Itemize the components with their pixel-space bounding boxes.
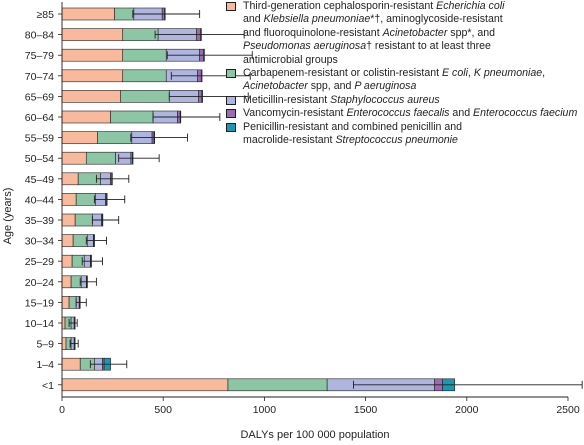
- legend-label: Vancomycin-resistant Enterococcus faecal…: [243, 107, 578, 120]
- y-tick-label: 1–4: [36, 359, 54, 371]
- bar-segment-s2-30-34: [72, 234, 88, 247]
- legend-swatch: [226, 109, 236, 119]
- x-tick-label: 500: [154, 404, 172, 416]
- bar-segment-s2-1: [227, 378, 328, 392]
- y-tick-label: 10–14: [25, 318, 54, 330]
- y-tick-label: <1: [42, 380, 54, 392]
- y-tick-label: 60–64: [25, 112, 54, 124]
- bar-segment-s1-85: [61, 7, 115, 21]
- bar-segment-s2-60-64: [110, 110, 154, 124]
- bar-segment-s1-55-59: [61, 131, 98, 144]
- bar-segment-s2-35-39: [74, 213, 93, 227]
- bar-segment-s1-70-74: [61, 69, 124, 83]
- axes-group: ≥85 80–84 75–79 70–74 65–69 60–64 55–59 50–54 45…: [25, 2, 580, 416]
- legend-swatch: [226, 122, 236, 132]
- bar-segment-s2-50-54: [85, 151, 116, 165]
- y-tick-label: 65–69: [25, 91, 54, 103]
- bar-segment-s1-15-19: [61, 296, 70, 309]
- y-axis-title: Age (years): [2, 188, 14, 245]
- y-tick-label: 50–54: [25, 153, 54, 165]
- x-tick-label: 2000: [455, 404, 479, 416]
- bar-segment-s2-55-59: [97, 131, 133, 144]
- legend-label: Third-generation cephalosporin-resistant…: [243, 0, 505, 66]
- bar-segment-s2-80-84: [122, 28, 159, 41]
- y-tick-label: 25–29: [25, 256, 54, 268]
- bar-segment-s1-10-14: [61, 316, 66, 330]
- y-tick-label: 75–79: [25, 50, 54, 62]
- bar-segment-s1-50-54: [61, 151, 87, 165]
- x-tick-label: 1000: [253, 404, 277, 416]
- bar-segment-s1-40-44: [61, 193, 77, 206]
- bar-segment-s2-40-44: [75, 193, 96, 206]
- bar-segment-s1-75-79: [61, 48, 124, 62]
- bar-segment-s2-15-19: [68, 296, 77, 309]
- legend-label: Carbapenem-resistant or colistin-resista…: [243, 67, 546, 93]
- y-tick-label: 30–34: [25, 236, 54, 248]
- legend-item-5: Penicillin-resistant and combined penici…: [226, 121, 582, 148]
- bar-segment-s1-1: [61, 378, 229, 392]
- bar-segment-s1-20-24: [61, 275, 72, 289]
- bar-segment-s1-45-49: [61, 172, 79, 186]
- y-tick-label: 15–19: [25, 297, 54, 309]
- y-tick-label: 40–44: [25, 194, 54, 206]
- bar-segment-s1-30-34: [61, 234, 74, 247]
- bar-segment-s2-20-24: [70, 275, 82, 289]
- bar-segment-s1-1-4: [61, 357, 81, 371]
- y-tick-label: 70–74: [25, 71, 54, 83]
- x-axis-title: DALYs per 100 000 population: [240, 429, 389, 441]
- legend-item-1: Third-generation cephalosporin-resistant…: [226, 0, 582, 67]
- x-tick-label: 0: [59, 404, 65, 416]
- error-bars-group: [68, 10, 583, 389]
- bar-segment-s1-60-64: [61, 110, 111, 124]
- y-tick-label: 80–84: [25, 30, 54, 42]
- bar-segment-s1-65-69: [61, 90, 121, 103]
- legend-swatch: [226, 95, 236, 105]
- bar-segment-s1-25-29: [61, 254, 73, 268]
- x-tick-label: 1500: [354, 404, 378, 416]
- legend-label: Penicillin-resistant and combined penici…: [243, 120, 463, 147]
- bar-segment-s1-35-39: [61, 213, 76, 227]
- legend-label: Meticillin-resistant Staphylococcus aure…: [243, 93, 440, 106]
- y-tick-label: ≥85: [37, 9, 55, 21]
- bar-segment-s1-80-84: [61, 28, 124, 41]
- bar-segment-s2-85: [114, 7, 135, 21]
- legend-item-3: Meticillin-resistant Staphylococcus aure…: [226, 94, 582, 107]
- y-tick-label: 55–59: [25, 133, 54, 145]
- chart-legend: Third-generation cephalosporin-resistant…: [226, 0, 582, 147]
- y-tick-label: 35–39: [25, 215, 54, 227]
- y-tick-label: 5–9: [36, 339, 54, 351]
- legend-swatch: [226, 69, 236, 79]
- bar-segment-s1-5-9: [61, 337, 67, 350]
- legend-item-4: Vancomycin-resistant Enterococcus faecal…: [226, 107, 582, 120]
- y-tick-label: 45–49: [25, 174, 54, 186]
- bars-group: [61, 7, 455, 392]
- x-tick-label: 2500: [556, 404, 580, 416]
- legend-swatch: [226, 2, 236, 11]
- bar-segment-s2-65-69: [120, 90, 170, 103]
- y-tick-label: 20–24: [25, 277, 54, 289]
- bar-segment-s2-75-79: [122, 48, 167, 62]
- bar-segment-s2-70-74: [122, 69, 167, 83]
- legend-item-2: Carbapenem-resistant or colistin-resista…: [226, 67, 582, 94]
